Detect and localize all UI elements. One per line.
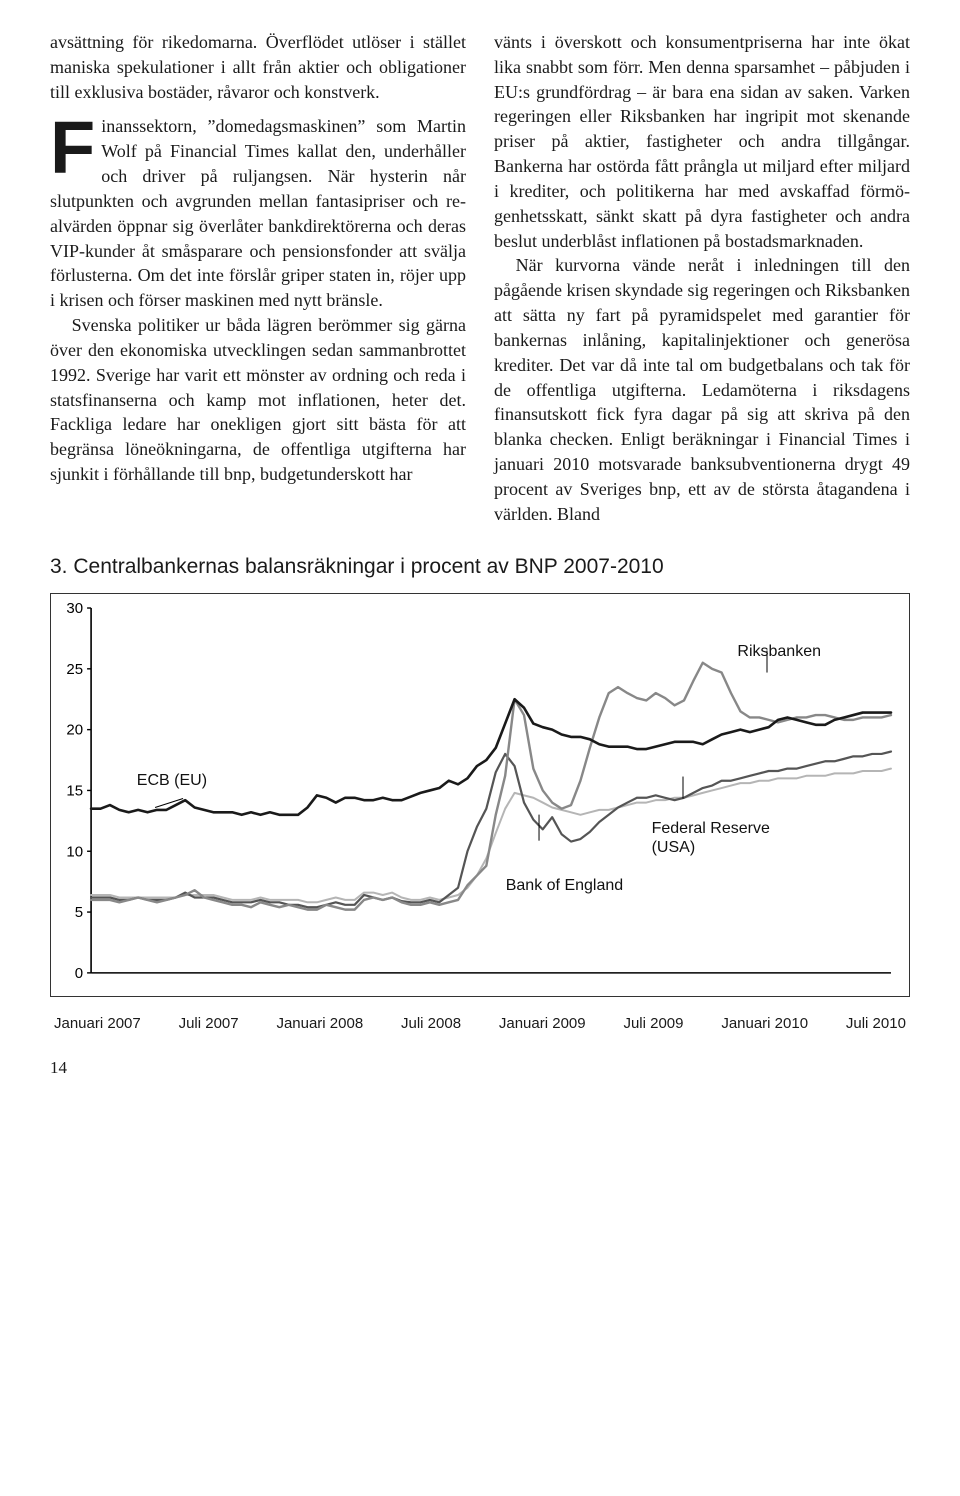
svg-text:10: 10 (66, 843, 83, 860)
svg-text:25: 25 (66, 660, 83, 677)
svg-text:30: 30 (66, 602, 83, 617)
chart-title: 3. Centralbankernas balansräkningar i pr… (50, 555, 910, 579)
body-text: Svenska politiker ur båda lägren beröm­m… (50, 313, 466, 487)
x-tick-label: Januari 2007 (54, 1015, 141, 1032)
series-label-riksbanken: Riksbanken (737, 642, 821, 661)
x-tick-label: Juli 2009 (623, 1015, 683, 1032)
svg-text:0: 0 (75, 964, 83, 981)
x-tick-label: Januari 2008 (276, 1015, 363, 1032)
series-label-ecb: ECB (EU) (137, 771, 207, 790)
x-tick-label: Januari 2010 (721, 1015, 808, 1032)
svg-text:15: 15 (66, 782, 83, 799)
body-text: vänts i överskott och konsumentpriserna … (494, 30, 910, 253)
svg-text:20: 20 (66, 721, 83, 738)
body-text: inanssektorn, ”domedagsmaskinen” som Mar… (50, 116, 466, 310)
line-chart: 0 5 10 15 20 25 30 Riksbanken ECB (EU) Bank of… (50, 593, 910, 998)
body-text: När kurvorna vände neråt i inledningen t… (494, 253, 910, 526)
x-tick-label: Juli 2008 (401, 1015, 461, 1032)
series-label-boe: Bank of England (506, 876, 623, 895)
body-text: Finanssektorn, ”domedagsmaskinen” som Ma… (50, 114, 466, 313)
page-number: 14 (50, 1058, 910, 1078)
body-text: avsättning för rikedomarna. Överflödet u… (50, 30, 466, 104)
x-tick-label: Januari 2009 (499, 1015, 586, 1032)
x-tick-label: Juli 2010 (846, 1015, 906, 1032)
svg-text:5: 5 (75, 904, 83, 921)
x-tick-label: Juli 2007 (179, 1015, 239, 1032)
series-label-fed: Federal Reserve(USA) (652, 819, 770, 857)
drop-cap: F (50, 114, 101, 179)
chart-x-axis: Januari 2007 Juli 2007 Januari 2008 Juli 20… (50, 1015, 910, 1032)
